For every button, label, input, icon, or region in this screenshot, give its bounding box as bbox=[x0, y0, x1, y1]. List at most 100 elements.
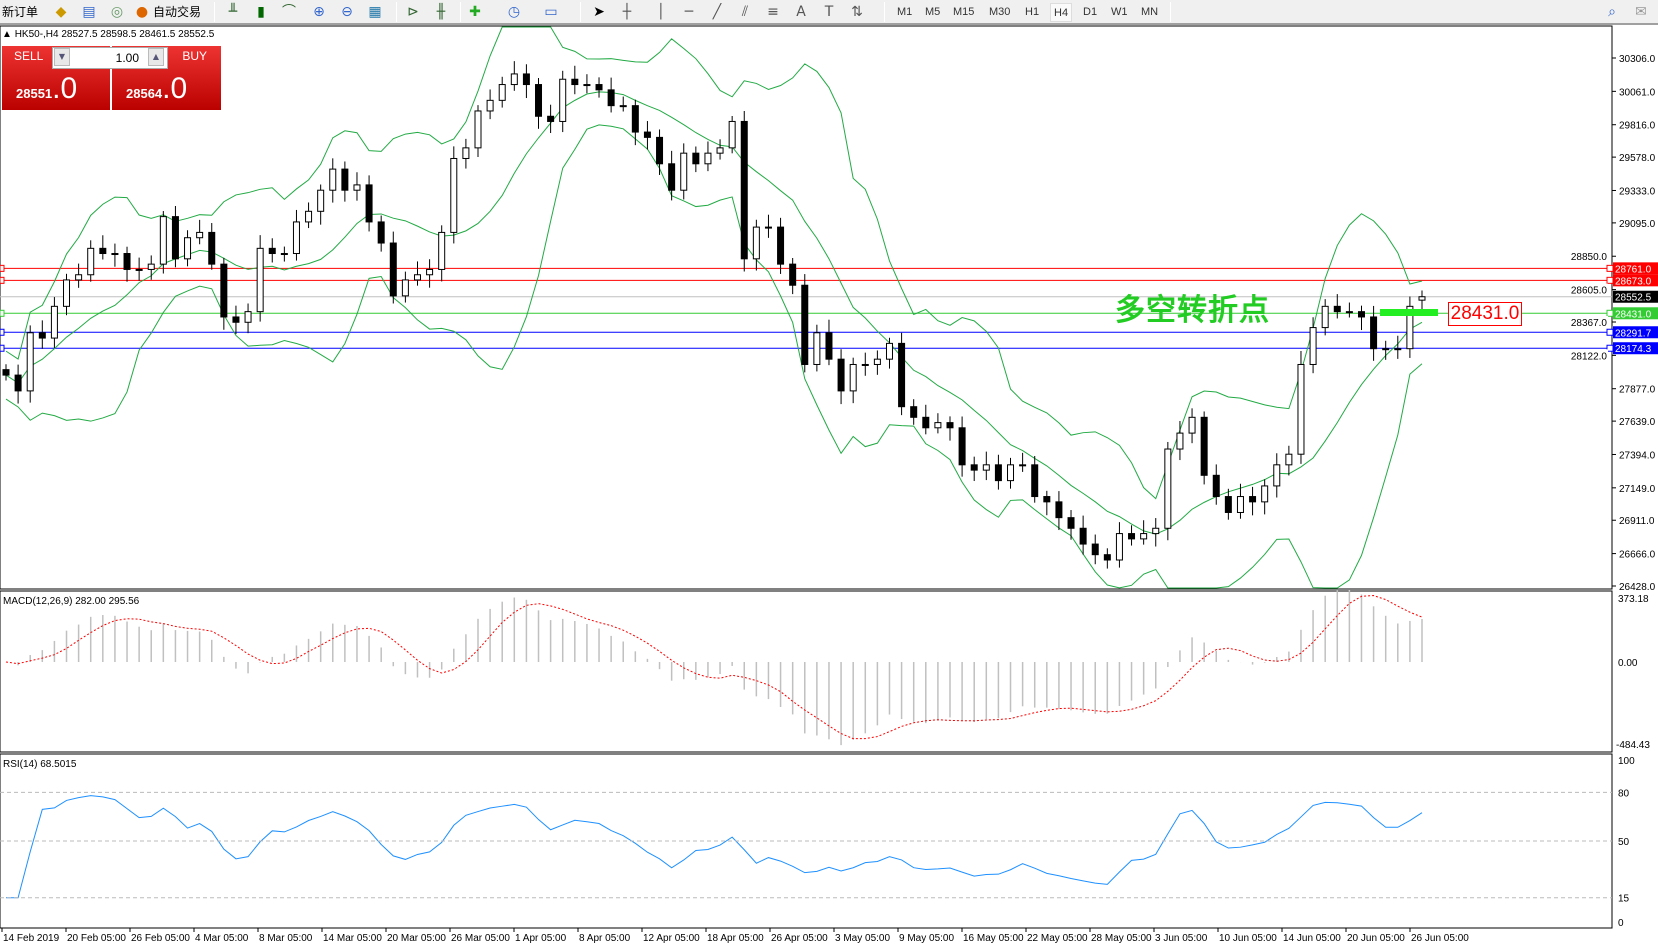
toolbar: 新订单 ◆ ▤ ◎ ● 自动交易 ╨ ▮ ⌒ ⊕ ⊖ ▦ ⊳ ╫ ✚ ◷ ▭ ➤… bbox=[0, 0, 1658, 25]
timeframe-mn[interactable]: MN bbox=[1141, 6, 1159, 18]
fibonacci-icon[interactable]: ≡ bbox=[767, 4, 779, 20]
bullish-candle bbox=[329, 168, 337, 191]
templates-icon[interactable]: ▭ bbox=[544, 4, 558, 20]
bearish-candle bbox=[38, 332, 46, 339]
text-icon[interactable]: A bbox=[796, 4, 806, 20]
time-axis-label: 10 Jun 05:00 bbox=[1219, 933, 1277, 944]
turning-point-marker[interactable] bbox=[1380, 309, 1438, 316]
line-chart-icon[interactable]: ⌒ bbox=[282, 4, 296, 20]
bullish-candle bbox=[50, 305, 58, 339]
timeframe-m1[interactable]: M1 bbox=[897, 6, 913, 18]
bearish-candle bbox=[1200, 416, 1208, 476]
bullish-candle bbox=[1285, 453, 1293, 466]
auto-scroll-icon[interactable]: ⊳ bbox=[407, 4, 419, 20]
bullish-candle bbox=[184, 237, 192, 260]
vertical-line-icon[interactable]: │ bbox=[656, 4, 666, 20]
bar-chart-icon[interactable]: ╨ bbox=[228, 4, 238, 20]
trendline-icon[interactable]: ╱ bbox=[712, 4, 722, 20]
candlestick-icon[interactable]: ▮ bbox=[257, 4, 265, 20]
rsi-axis-label: 0 bbox=[1618, 918, 1624, 929]
bearish-candle bbox=[2, 369, 10, 376]
history-center-icon[interactable]: ◆ bbox=[55, 4, 67, 20]
time-axis-label: 14 Mar 05:00 bbox=[323, 933, 382, 944]
bullish-candle bbox=[353, 184, 361, 191]
timeframe-m15[interactable]: M15 bbox=[953, 6, 975, 18]
turning-point-annotation[interactable]: 多空转折点 bbox=[1115, 293, 1270, 328]
periods-icon[interactable]: ◷ bbox=[507, 4, 521, 20]
signals-icon[interactable]: ◎ bbox=[110, 4, 124, 20]
bullish-candle bbox=[135, 268, 143, 271]
bullish-candle bbox=[752, 226, 760, 260]
time-axis-label: 8 Mar 05:00 bbox=[259, 933, 313, 944]
rsi-label: RSI(14) 68.5015 bbox=[3, 759, 77, 770]
macd-min-label: -484.43 bbox=[1616, 740, 1650, 751]
price-axis-label: 28605.0 bbox=[1571, 286, 1608, 297]
bearish-candle bbox=[341, 168, 349, 191]
bullish-candle bbox=[1164, 448, 1172, 529]
horizontal-line-icon[interactable]: ─ bbox=[684, 4, 694, 20]
bearish-candle bbox=[14, 374, 22, 392]
bullish-candle bbox=[196, 231, 204, 239]
bullish-candle bbox=[982, 464, 990, 471]
new-chart-icon[interactable]: ✚ bbox=[469, 4, 481, 20]
bullish-candle bbox=[1152, 527, 1160, 535]
bearish-candle bbox=[208, 231, 216, 265]
rsi-axis-label: 50 bbox=[1618, 837, 1630, 848]
timeframe-d1[interactable]: D1 bbox=[1083, 6, 1098, 18]
bullish-candle bbox=[1406, 305, 1414, 350]
bullish-candle bbox=[1176, 432, 1184, 450]
bullish-candle bbox=[1007, 464, 1015, 482]
lot-increase-button[interactable]: ▲ bbox=[148, 48, 164, 66]
price-axis-label: 28122.0 bbox=[1571, 351, 1608, 362]
timeframe-h1[interactable]: H1 bbox=[1025, 6, 1040, 18]
price-level-tag bbox=[1613, 326, 1658, 339]
time-axis-label: 28 May 05:00 bbox=[1091, 933, 1152, 944]
bullish-candle bbox=[1236, 496, 1244, 513]
bullish-candle bbox=[1019, 464, 1027, 467]
bullish-candle bbox=[317, 189, 325, 212]
crosshair-icon[interactable]: ┼ bbox=[622, 4, 632, 20]
cursor-icon[interactable]: ➤ bbox=[593, 4, 605, 20]
new-order-button[interactable]: 新订单 bbox=[2, 5, 39, 19]
timeframe-w1[interactable]: W1 bbox=[1111, 6, 1128, 18]
bullish-candle bbox=[885, 342, 893, 360]
lot-decrease-button[interactable]: ▼ bbox=[54, 48, 70, 66]
turning-point-price-label[interactable]: 28431.0 bbox=[1448, 302, 1522, 326]
bullish-candle bbox=[934, 422, 942, 429]
data-window-icon[interactable]: ▤ bbox=[82, 4, 96, 20]
chart-shift-icon[interactable]: ╫ bbox=[436, 4, 446, 20]
collapse-triangle-icon[interactable]: ▲ bbox=[2, 29, 12, 40]
timeframe-m5[interactable]: M5 bbox=[925, 6, 941, 18]
sell-price-main: 28551 bbox=[16, 86, 53, 101]
text-label-icon[interactable]: T bbox=[824, 4, 834, 20]
bullish-candle bbox=[413, 274, 421, 281]
bearish-candle bbox=[268, 247, 276, 255]
level-handle bbox=[1606, 276, 1614, 284]
lot-size-input[interactable]: 1.00 bbox=[52, 47, 168, 69]
timeframe-h4[interactable]: H4 bbox=[1050, 3, 1073, 22]
bearish-candle bbox=[910, 406, 918, 418]
ohlc-readout: HK50-,H4 28527.5 28598.5 28461.5 28552.5 bbox=[14, 29, 215, 40]
bearish-candle bbox=[1128, 533, 1136, 540]
time-axis-label: 26 Feb 05:00 bbox=[131, 933, 190, 944]
price-axis-label: 30306.0 bbox=[1619, 54, 1656, 65]
arrows-icon[interactable]: ⇅ bbox=[851, 4, 863, 20]
bullish-candle bbox=[280, 253, 288, 256]
zoom-in-icon[interactable]: ⊕ bbox=[313, 4, 325, 20]
bearish-candle bbox=[522, 73, 530, 86]
price-axis-label: 26666.0 bbox=[1619, 550, 1656, 561]
auto-trading-button[interactable]: 自动交易 bbox=[153, 5, 202, 19]
bearish-candle bbox=[656, 136, 664, 165]
bearish-candle bbox=[1103, 554, 1111, 561]
timeframe-m30[interactable]: M30 bbox=[989, 6, 1011, 18]
equidistant-channel-icon[interactable]: ⫽ bbox=[741, 4, 749, 20]
bearish-candle bbox=[1079, 527, 1087, 545]
search-icon[interactable]: ⌕ bbox=[1608, 4, 1616, 20]
price-level-tag bbox=[1613, 262, 1658, 275]
bearish-candle bbox=[789, 263, 797, 286]
auto-trading-icon[interactable]: ● bbox=[135, 4, 149, 20]
chat-icon[interactable]: ✉ bbox=[1635, 4, 1647, 20]
tile-windows-icon[interactable]: ▦ bbox=[368, 4, 382, 20]
zoom-out-icon[interactable]: ⊖ bbox=[341, 4, 353, 20]
